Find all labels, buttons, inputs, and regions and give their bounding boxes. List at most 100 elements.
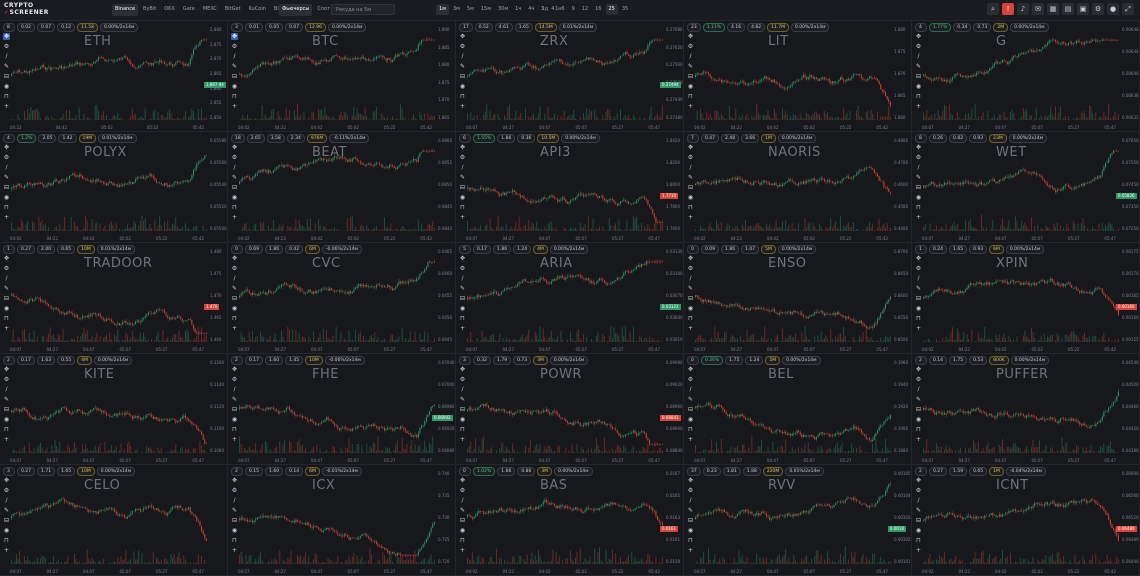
crosshair-icon[interactable]: ✥ [231, 255, 238, 262]
eye-icon[interactable]: ◉ [687, 83, 694, 90]
alert-icon[interactable]: ! [1002, 3, 1014, 15]
trend-line-icon[interactable]: ∕ [689, 53, 692, 60]
chart-panel-tradoor[interactable]: TRADOOR 1 0.27 2.00 0.65 10M 0.01%/2x14м ✥ ⚙ ∕ ✎ ⊟ ◉… [0, 243, 228, 354]
crosshair-icon[interactable]: ✥ [459, 33, 466, 40]
grid-count-tab[interactable]: 12 [581, 6, 589, 12]
trend-line-icon[interactable]: ∕ [233, 275, 236, 282]
crosshair-icon[interactable]: ✥ [459, 144, 466, 151]
crosshair-icon[interactable]: ✥ [687, 33, 694, 40]
user-icon[interactable]: ● [1107, 3, 1119, 15]
magnet-icon[interactable]: ⊓ [460, 93, 465, 100]
plus-icon[interactable]: + [3, 103, 10, 110]
grid-count-tab[interactable]: 6 [561, 6, 565, 12]
magnet-icon[interactable]: ⊓ [460, 204, 465, 211]
alert-count-badge[interactable]: 17 [459, 23, 473, 32]
candlestick-chart[interactable] [456, 21, 684, 132]
alert-count-badge[interactable]: 7 [687, 134, 699, 143]
calendar-icon[interactable]: ▦ [1047, 3, 1059, 15]
magnet-icon[interactable]: ⊓ [232, 204, 237, 211]
exchange-tab-binance[interactable]: Binance [112, 4, 139, 16]
plus-icon[interactable]: + [3, 214, 10, 221]
magnet-icon[interactable]: ⊓ [232, 93, 237, 100]
timeframe-tab[interactable]: 30м [498, 6, 509, 12]
settings-icon[interactable]: ⚙ [231, 154, 238, 161]
crosshair-icon[interactable]: ✥ [915, 144, 922, 151]
trend-line-icon[interactable]: ∕ [461, 53, 464, 60]
eye-icon[interactable]: ◉ [687, 194, 694, 201]
exchange-tab-bitget[interactable]: BitGet [224, 6, 241, 12]
magnet-icon[interactable]: ⊓ [916, 204, 921, 211]
alert-count-badge[interactable]: 3 [231, 23, 243, 32]
candlestick-chart[interactable] [228, 21, 456, 132]
timeframe-tab[interactable]: 1ч [515, 6, 522, 12]
timeframe-tab[interactable]: 1м [436, 4, 449, 15]
alert-count-badge[interactable]: 8 [915, 134, 927, 143]
drawing-icon[interactable]: ✎ [3, 63, 10, 70]
settings-icon[interactable]: ⚙ [915, 154, 922, 161]
book-icon[interactable]: ▤ [1062, 3, 1074, 15]
drawing-icon[interactable]: ✎ [459, 63, 466, 70]
exchange-tab-gate[interactable]: Gate [182, 6, 195, 12]
settings-icon[interactable]: ⚙ [231, 265, 238, 272]
chart-panel-api3[interactable]: API3 6 1.55% 1.86 0.36 10.5M 0.00%/2x14м ✥ ⚙ ∕ ✎ ⊟ ◉… [456, 132, 684, 243]
ruler-icon[interactable]: ⊟ [687, 73, 694, 80]
timeframe-tab[interactable]: 4ч [528, 6, 535, 12]
fullscreen-icon[interactable]: ⤢ [1122, 3, 1134, 15]
drawing-icon[interactable]: ✎ [687, 63, 694, 70]
settings-icon[interactable]: ⚙ [3, 43, 10, 50]
settings-icon[interactable]: ⚙ [3, 154, 10, 161]
ruler-icon[interactable]: ⊟ [231, 184, 238, 191]
timeframe-tab[interactable]: 15м [480, 6, 491, 12]
chart-panel-g[interactable]: G 4 1.77% 0.34 0.73 2M 0.00%/2x14м ✥ ⚙ ∕ ✎ ⊟ ◉ ⊓ +0.00… [912, 21, 1140, 132]
alert-count-badge[interactable]: 1 [3, 245, 15, 254]
ruler-icon[interactable]: ⊟ [459, 184, 466, 191]
plus-icon[interactable]: + [915, 214, 922, 221]
plus-icon[interactable]: + [687, 103, 694, 110]
trend-line-icon[interactable]: ∕ [5, 275, 8, 282]
timeframe-tab[interactable]: 1н [555, 6, 562, 12]
settings-icon[interactable]: ⚙ [3, 265, 10, 272]
crosshair-icon[interactable]: ✥ [231, 144, 238, 151]
candlestick-chart[interactable] [912, 21, 1140, 132]
timeframe-tab[interactable]: 1д [541, 6, 549, 12]
sound-icon[interactable]: ♪ [1017, 3, 1029, 15]
settings-icon[interactable]: ⚙ [459, 43, 466, 50]
layout-icon[interactable]: ▣ [1077, 3, 1089, 15]
candlestick-chart[interactable] [684, 132, 912, 243]
trend-line-icon[interactable]: ∕ [917, 53, 920, 60]
plus-icon[interactable]: + [915, 103, 922, 110]
candlestick-chart[interactable] [684, 21, 912, 132]
trend-line-icon[interactable]: ∕ [689, 164, 692, 171]
grid-count-tab[interactable]: 4 [551, 6, 555, 12]
plus-icon[interactable]: + [459, 103, 466, 110]
eye-icon[interactable]: ◉ [459, 83, 466, 90]
crosshair-icon[interactable]: ✥ [915, 33, 922, 40]
candlestick-chart[interactable] [912, 132, 1140, 243]
drawing-icon[interactable]: ✎ [231, 174, 238, 181]
candlestick-chart[interactable] [228, 132, 456, 243]
ruler-icon[interactable]: ⊟ [231, 73, 238, 80]
magnet-icon[interactable]: ⊓ [688, 204, 693, 211]
magnet-icon[interactable]: ⊓ [4, 204, 9, 211]
magnet-icon[interactable]: ⊓ [4, 93, 9, 100]
drawing-icon[interactable]: ✎ [915, 174, 922, 181]
drawing-icon[interactable]: ✎ [3, 174, 10, 181]
ruler-icon[interactable]: ⊟ [915, 184, 922, 191]
candlestick-chart[interactable] [0, 243, 228, 354]
alert-count-badge[interactable]: 8 [3, 23, 15, 32]
eye-icon[interactable]: ◉ [915, 83, 922, 90]
ruler-icon[interactable]: ⊟ [3, 73, 10, 80]
trend-line-icon[interactable]: ∕ [233, 53, 236, 60]
exchange-tab-mexc[interactable]: MEXC [202, 6, 217, 12]
timeframe-tab[interactable]: 3м [452, 6, 460, 12]
plus-icon[interactable]: + [459, 214, 466, 221]
ruler-icon[interactable]: ⊟ [459, 73, 466, 80]
chart-panel-eth[interactable]: ETH 8 0.02 0.07 0.12 11.58 0.00%/2x14м ✥ ⚙ ∕ ✎ ⊟ ◉ ⊓ +… [0, 21, 228, 132]
drawing-icon[interactable]: ✎ [3, 285, 10, 292]
alert-count-badge[interactable]: 4 [3, 134, 15, 143]
chart-panel-beat[interactable]: BEAT 18 2.65 3.58 2.34 976M -0.11%/2x14м ✥ ⚙ ∕ ✎ ⊟ ◉… [228, 132, 456, 243]
settings-icon[interactable]: ⚙ [687, 43, 694, 50]
magnet-icon[interactable]: ⊓ [688, 93, 693, 100]
ruler-icon[interactable]: ⊟ [915, 73, 922, 80]
trend-line-icon[interactable]: ∕ [917, 164, 920, 171]
